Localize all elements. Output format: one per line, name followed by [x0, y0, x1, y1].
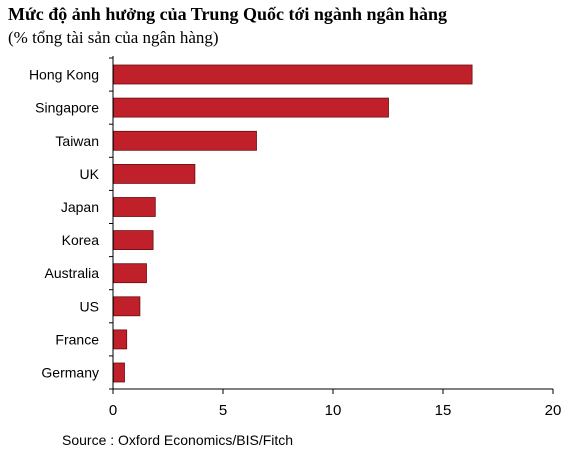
bar	[113, 362, 125, 383]
category-label: UK	[80, 166, 100, 182]
bar	[113, 97, 389, 118]
category-label: Hong Kong	[29, 67, 99, 83]
category-label: Korea	[62, 232, 100, 248]
chart-title: Mức độ ảnh hưởng của Trung Quốc tới ngàn…	[8, 4, 447, 24]
bar	[113, 64, 473, 85]
category-label: Singapore	[35, 100, 99, 116]
bar	[113, 230, 154, 251]
bar	[113, 197, 156, 217]
category-label: Taiwan	[55, 133, 99, 149]
source-note: Source : Oxford Economics/BIS/Fitch	[62, 432, 294, 448]
category-label: Australia	[45, 265, 100, 281]
category-label: France	[55, 331, 99, 347]
category-label: US	[80, 298, 99, 314]
bar	[113, 329, 128, 350]
x-tick-label: 20	[545, 402, 562, 419]
chart-subtitle: (% tổng tài sản của ngân hàng)	[8, 28, 219, 47]
bar	[113, 263, 147, 284]
bar	[113, 296, 141, 317]
x-tick-label: 15	[435, 402, 452, 419]
x-tick-label: 0	[109, 402, 117, 419]
x-tick-label: 5	[219, 402, 227, 419]
category-label: Germany	[41, 365, 99, 381]
bar	[113, 163, 196, 184]
x-tick-label: 10	[325, 402, 342, 419]
bar	[113, 130, 257, 151]
category-label: Japan	[61, 199, 99, 215]
